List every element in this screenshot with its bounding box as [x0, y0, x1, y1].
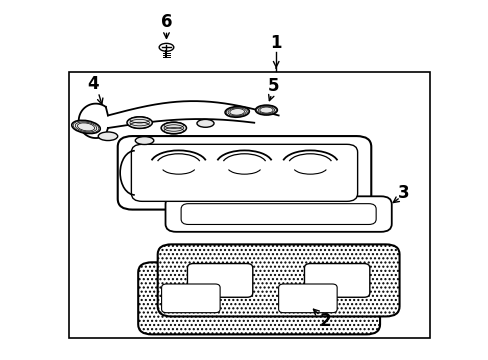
Ellipse shape [72, 120, 100, 134]
Ellipse shape [255, 105, 277, 115]
Ellipse shape [135, 136, 154, 144]
Text: 2: 2 [319, 311, 330, 329]
Ellipse shape [127, 117, 152, 129]
FancyBboxPatch shape [181, 204, 375, 225]
Text: 1: 1 [270, 34, 282, 52]
FancyBboxPatch shape [278, 284, 336, 313]
Ellipse shape [161, 122, 186, 134]
Text: 6: 6 [161, 13, 172, 31]
Text: 3: 3 [397, 184, 408, 202]
FancyBboxPatch shape [165, 196, 391, 232]
FancyBboxPatch shape [161, 284, 220, 313]
FancyBboxPatch shape [304, 264, 369, 297]
FancyBboxPatch shape [118, 136, 370, 210]
Ellipse shape [98, 132, 118, 140]
FancyBboxPatch shape [138, 262, 379, 334]
Ellipse shape [197, 120, 214, 127]
Bar [69, 72, 429, 338]
FancyBboxPatch shape [187, 264, 252, 297]
Text: 5: 5 [267, 77, 279, 95]
FancyBboxPatch shape [131, 144, 357, 201]
Text: 4: 4 [87, 75, 99, 93]
Ellipse shape [224, 107, 249, 117]
FancyBboxPatch shape [158, 244, 399, 316]
Ellipse shape [159, 43, 173, 51]
